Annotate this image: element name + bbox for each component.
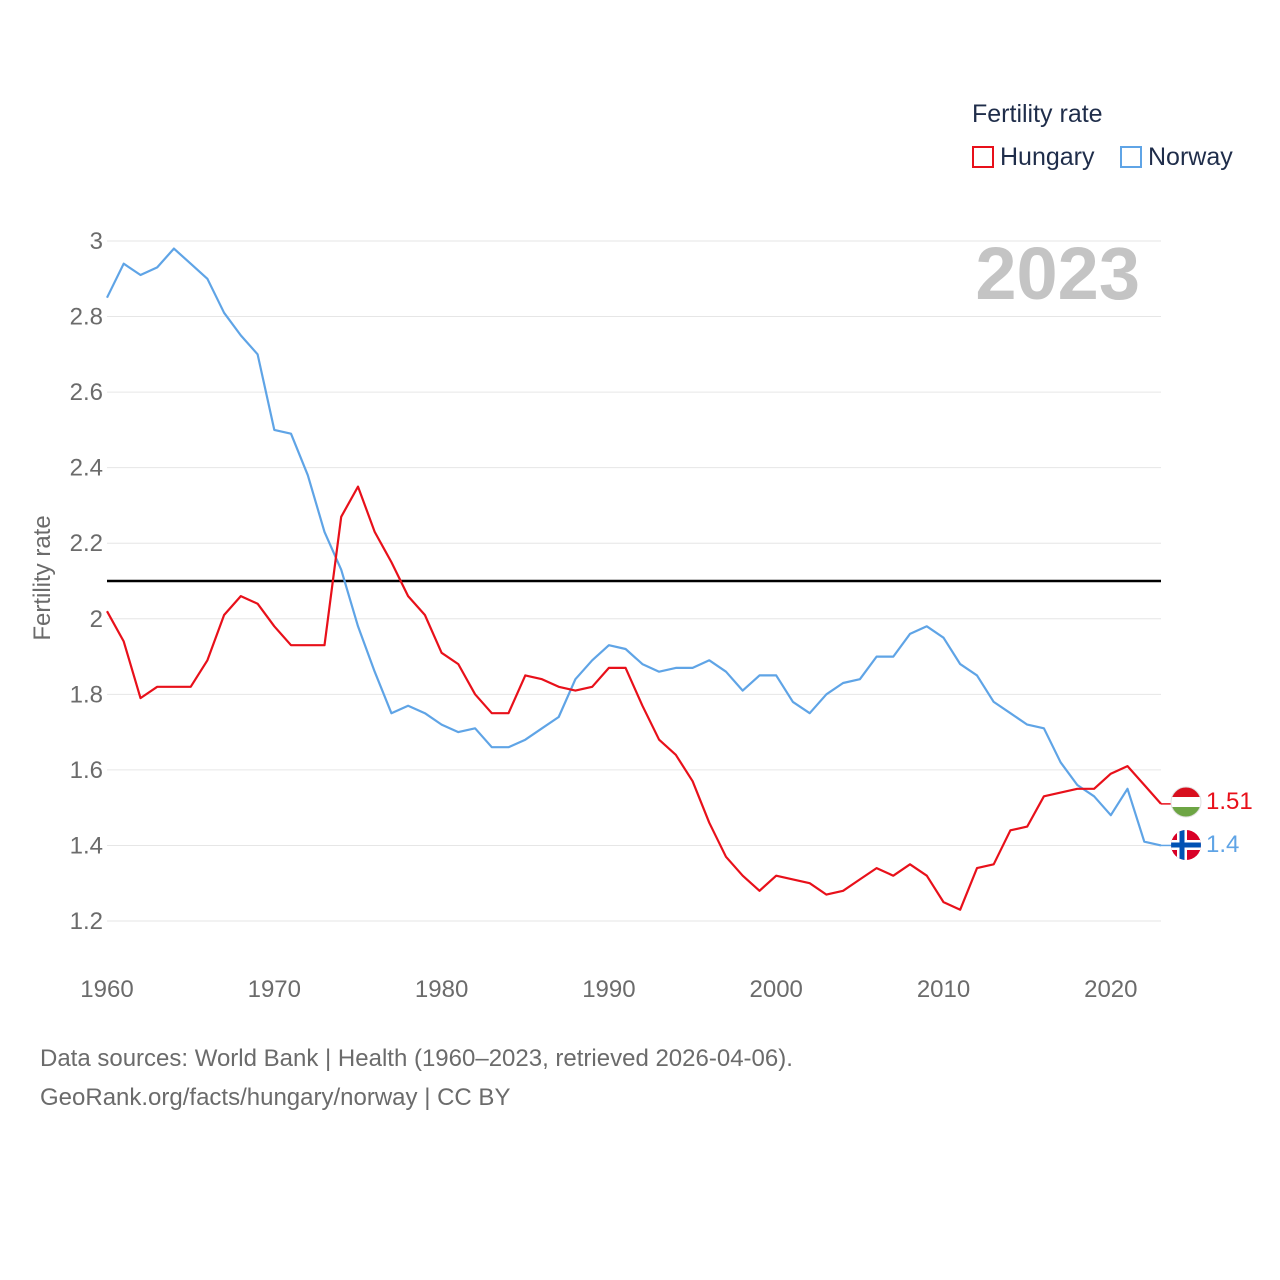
y-tick-label: 1.2 <box>70 908 103 935</box>
x-tick-label: 2010 <box>917 976 970 1003</box>
license-line: GeoRank.org/facts/hungary/norway | CC BY <box>40 1084 511 1111</box>
legend-swatch-hungary <box>972 146 994 168</box>
series-layer <box>106 247 1171 911</box>
legend-item-hungary[interactable]: Hungary <box>972 142 1095 172</box>
y-tick-label: 1.6 <box>70 757 103 784</box>
y-tick-label: 2.2 <box>70 530 103 557</box>
legend-label-hungary: Hungary <box>1000 142 1095 171</box>
x-axis-ticks: 1960 1970 1980 1990 2000 2010 2020 <box>80 976 1137 1003</box>
y-tick-label: 1.4 <box>70 832 103 859</box>
x-tick-label: 1990 <box>582 976 635 1003</box>
x-tick-label: 2020 <box>1084 976 1137 1003</box>
norway-flag-icon <box>1171 830 1201 860</box>
x-tick-label: 1980 <box>415 976 468 1003</box>
series-line-hungary <box>106 485 1162 911</box>
y-tick-label: 2.8 <box>70 304 103 331</box>
y-tick-label: 3 <box>90 228 103 255</box>
hungary-flag-icon <box>1171 787 1201 817</box>
y-tick-label: 2.4 <box>70 455 103 482</box>
x-tick-label: 1970 <box>248 976 301 1003</box>
y-axis-title: Fertility rate <box>29 515 56 640</box>
y-tick-label: 2 <box>90 606 103 633</box>
x-tick-label: 1960 <box>80 976 133 1003</box>
grid-lines <box>107 240 1161 922</box>
source-line: Data sources: World Bank | Health (1960–… <box>40 1045 793 1072</box>
year-label: 2023 <box>975 232 1140 315</box>
y-axis-ticks: 1.2 1.4 1.6 1.8 2 2.2 2.4 2.6 2.8 3 <box>70 228 103 935</box>
legend-title: Fertility rate <box>972 100 1103 128</box>
end-label-hungary: 1.51 <box>1206 788 1253 815</box>
y-tick-label: 2.6 <box>70 379 103 406</box>
y-tick-label: 1.8 <box>70 681 103 708</box>
end-label-norway: 1.4 <box>1206 831 1239 858</box>
x-tick-label: 2000 <box>750 976 803 1003</box>
legend-swatch-norway <box>1120 146 1142 168</box>
legend-item-norway[interactable]: Norway <box>1120 142 1233 172</box>
legend-label-norway: Norway <box>1148 142 1233 171</box>
series-line-norway <box>106 247 1162 847</box>
